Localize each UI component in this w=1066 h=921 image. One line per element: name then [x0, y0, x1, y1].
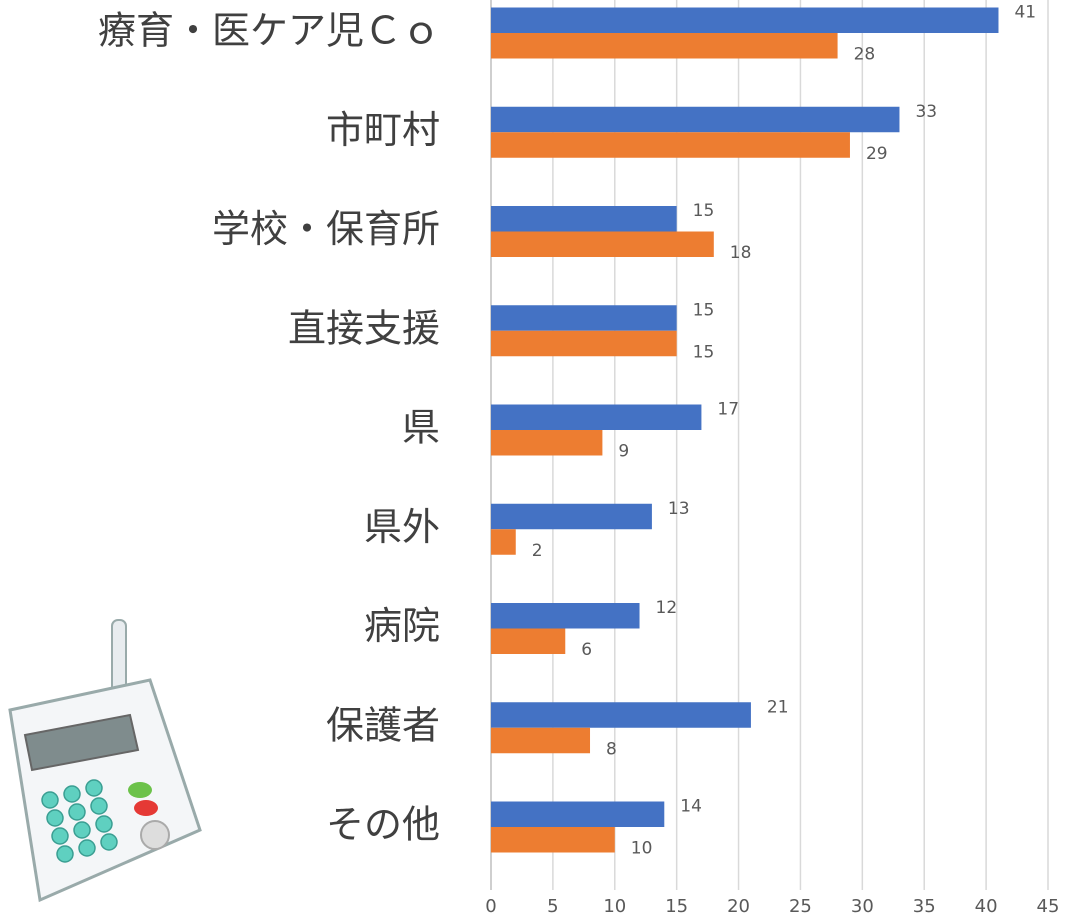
x-tick-label: 25	[789, 896, 812, 917]
bar	[491, 331, 677, 357]
bar	[491, 206, 677, 232]
x-tick-label: 15	[665, 896, 688, 917]
bar	[491, 430, 602, 456]
bar	[491, 8, 998, 34]
data-label: 13	[668, 499, 690, 519]
category-label: 県外	[364, 505, 440, 549]
bar	[491, 504, 652, 530]
bar	[491, 802, 664, 828]
data-label: 21	[767, 697, 789, 717]
bar	[491, 629, 565, 655]
bar	[491, 305, 677, 331]
x-tick-label: 40	[975, 896, 998, 917]
category-label: 県	[402, 406, 440, 450]
phone-illustration	[10, 620, 200, 900]
chart: 051015202530354045療育・医ケア児Ｃｏ4128市町村3329学校…	[0, 0, 1066, 921]
bar	[491, 529, 516, 555]
bar	[491, 107, 899, 133]
category-label: 病院	[364, 604, 440, 648]
data-label: 29	[866, 144, 888, 164]
data-label: 15	[693, 342, 715, 362]
bar	[491, 232, 714, 258]
x-tick-label: 45	[1037, 896, 1060, 917]
data-label: 17	[717, 400, 739, 420]
data-label: 15	[693, 300, 715, 320]
category-label: 直接支援	[288, 306, 440, 350]
x-tick-label: 10	[603, 896, 626, 917]
bar	[491, 603, 640, 629]
data-label: 41	[1014, 3, 1036, 23]
category-label: 療育・医ケア児Ｃｏ	[98, 9, 440, 53]
x-tick-label: 30	[851, 896, 874, 917]
x-tick-label: 5	[547, 896, 558, 917]
bar	[491, 33, 838, 59]
x-tick-label: 35	[913, 896, 936, 917]
data-label: 2	[532, 541, 543, 561]
data-label: 12	[656, 598, 678, 618]
category-label: 市町村	[326, 108, 440, 152]
category-label: 保護者	[326, 703, 440, 747]
data-label: 28	[854, 45, 876, 65]
data-label: 18	[730, 243, 752, 263]
bar	[491, 702, 751, 728]
bar	[491, 827, 615, 853]
bar	[491, 728, 590, 754]
data-label: 10	[631, 839, 653, 859]
bar	[491, 132, 850, 158]
x-tick-label: 0	[485, 896, 496, 917]
data-label: 33	[915, 102, 937, 122]
data-label: 15	[693, 201, 715, 221]
category-label: 学校・保育所	[212, 207, 440, 251]
bar	[491, 405, 701, 431]
data-label: 8	[606, 739, 617, 759]
x-tick-label: 20	[727, 896, 750, 917]
category-label: その他	[326, 803, 440, 847]
data-label: 14	[680, 797, 702, 817]
data-label: 6	[581, 640, 592, 660]
data-label: 9	[618, 442, 629, 462]
